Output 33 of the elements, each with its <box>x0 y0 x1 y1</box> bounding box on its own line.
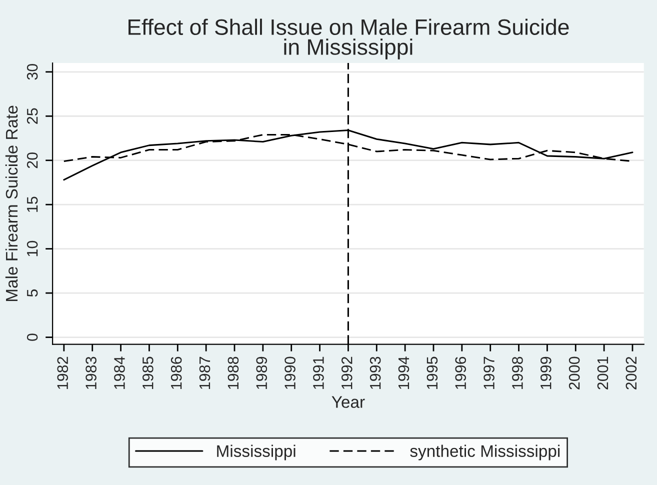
y-tick-label: 5 <box>27 289 38 297</box>
x-tick-label: 1985 <box>142 356 154 389</box>
x-tick-label: 1999 <box>540 356 552 389</box>
x-tick-label: 1982 <box>57 356 68 389</box>
x-axis-title: Year <box>332 396 365 408</box>
x-tick-label: 1993 <box>370 356 381 389</box>
x-tick-label: 1991 <box>313 356 324 389</box>
x-tick-label: 1984 <box>114 356 125 389</box>
x-tick-label: 1986 <box>170 356 182 389</box>
chart-title: Effect of Shall Issue on Male Firearm Suicide in Mississippi <box>128 18 569 60</box>
legend-label: Mississippi <box>217 444 296 460</box>
y-tick-label: 20 <box>26 152 38 168</box>
x-tick-label: 1987 <box>199 356 210 389</box>
x-tick-label: 2001 <box>597 356 608 390</box>
x-tick-label: 1989 <box>256 356 268 389</box>
x-tick-label: 1998 <box>512 356 523 389</box>
x-tick-label: 1994 <box>398 356 410 389</box>
x-tick-label: 1992 <box>341 356 352 389</box>
x-tick-label: 1990 <box>284 356 296 389</box>
x-tick-label: 2002 <box>626 356 637 390</box>
y-tick-label: 0 <box>26 334 38 341</box>
x-tick-label: 1995 <box>426 356 438 389</box>
x-tick-label: 1988 <box>228 356 239 389</box>
y-axis-title: Male Firearm Suicide Rate <box>5 106 18 301</box>
y-tick-label: 15 <box>27 196 38 212</box>
y-tick-label: 25 <box>26 108 38 124</box>
x-tick-label: 1997 <box>484 356 494 389</box>
y-tick-label: 10 <box>26 240 38 256</box>
x-tick-label: 2000 <box>568 356 580 390</box>
legend-label: synthetic Mississippi <box>410 444 560 460</box>
x-tick-label: 1983 <box>86 356 96 389</box>
y-tick-label: 30 <box>26 64 38 80</box>
x-tick-label: 1996 <box>455 356 466 389</box>
